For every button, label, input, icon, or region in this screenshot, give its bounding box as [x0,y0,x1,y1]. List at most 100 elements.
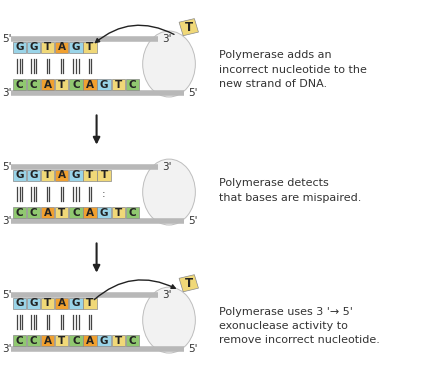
FancyBboxPatch shape [41,335,54,346]
FancyBboxPatch shape [69,79,82,90]
Text: T: T [86,298,93,308]
FancyBboxPatch shape [41,42,54,53]
FancyBboxPatch shape [41,207,54,218]
FancyBboxPatch shape [69,207,82,218]
FancyBboxPatch shape [83,298,96,309]
Text: Polymerase adds an
incorrect nucleotide to the
new strand of DNA.: Polymerase adds an incorrect nucleotide … [219,50,367,89]
Text: Polymerase uses 3 '→ 5'
exonuclease activity to
remove incorrect nucleotide.: Polymerase uses 3 '→ 5' exonuclease acti… [219,307,379,345]
Text: 3': 3' [2,88,11,98]
Text: G: G [99,336,108,346]
FancyBboxPatch shape [83,207,96,218]
Text: C: C [128,80,136,90]
Text: T: T [184,277,192,290]
Text: T: T [114,336,121,346]
FancyBboxPatch shape [41,298,54,309]
FancyBboxPatch shape [27,207,40,218]
Text: G: G [71,170,80,180]
Text: 5': 5' [2,162,11,172]
Text: A: A [44,208,52,218]
Text: C: C [30,80,38,90]
Text: T: T [44,298,51,308]
FancyBboxPatch shape [55,207,68,218]
FancyBboxPatch shape [13,79,26,90]
Text: T: T [86,42,93,52]
FancyBboxPatch shape [55,298,68,309]
FancyBboxPatch shape [125,79,138,90]
Text: C: C [128,336,136,346]
Text: 5': 5' [2,290,11,300]
Text: G: G [71,298,80,308]
FancyBboxPatch shape [55,42,68,53]
Text: A: A [58,170,66,180]
FancyBboxPatch shape [13,335,26,346]
Text: 3': 3' [2,216,11,226]
FancyBboxPatch shape [179,19,198,36]
FancyBboxPatch shape [69,298,82,309]
Text: A: A [58,298,66,308]
Text: A: A [44,336,52,346]
FancyBboxPatch shape [111,335,124,346]
FancyBboxPatch shape [83,170,96,181]
FancyBboxPatch shape [55,79,68,90]
Text: T: T [100,170,107,180]
Text: 5': 5' [188,216,198,226]
Text: 5': 5' [188,88,198,98]
FancyBboxPatch shape [27,79,40,90]
Text: C: C [72,208,80,218]
FancyBboxPatch shape [111,79,124,90]
Text: G: G [99,80,108,90]
FancyBboxPatch shape [41,170,54,181]
Text: G: G [71,42,80,52]
FancyBboxPatch shape [83,335,96,346]
Text: C: C [16,208,24,218]
FancyBboxPatch shape [27,170,40,181]
Text: Polymerase detects
that bases are mispaired.: Polymerase detects that bases are mispai… [219,178,361,203]
Text: T: T [114,80,121,90]
Text: C: C [72,336,80,346]
Text: G: G [15,42,24,52]
Text: T: T [184,21,192,34]
FancyBboxPatch shape [55,170,68,181]
FancyBboxPatch shape [69,335,82,346]
Ellipse shape [142,287,195,353]
Text: 3': 3' [162,290,171,300]
Text: T: T [86,170,93,180]
FancyBboxPatch shape [27,298,40,309]
Text: G: G [29,298,38,308]
FancyBboxPatch shape [69,170,82,181]
Text: 5': 5' [188,344,198,354]
Text: C: C [128,208,136,218]
FancyBboxPatch shape [13,42,26,53]
FancyBboxPatch shape [97,79,110,90]
Ellipse shape [142,31,195,97]
Ellipse shape [142,159,195,225]
FancyBboxPatch shape [69,42,82,53]
Text: C: C [30,336,38,346]
FancyBboxPatch shape [27,42,40,53]
FancyBboxPatch shape [97,207,110,218]
Text: C: C [72,80,80,90]
Text: 3': 3' [2,344,11,354]
FancyBboxPatch shape [13,170,26,181]
Text: :: : [102,189,106,199]
Text: T: T [58,336,65,346]
Text: G: G [15,170,24,180]
Text: A: A [86,80,94,90]
Text: C: C [30,208,38,218]
Text: T: T [58,80,65,90]
Text: T: T [44,170,51,180]
FancyBboxPatch shape [125,207,138,218]
FancyBboxPatch shape [125,335,138,346]
FancyBboxPatch shape [83,42,96,53]
Text: G: G [29,170,38,180]
Text: C: C [16,80,24,90]
FancyBboxPatch shape [13,207,26,218]
FancyBboxPatch shape [179,275,198,292]
FancyBboxPatch shape [13,298,26,309]
Text: A: A [44,80,52,90]
Text: 3': 3' [162,34,171,44]
Text: 5': 5' [2,34,11,44]
Text: C: C [16,336,24,346]
Text: A: A [86,336,94,346]
Text: T: T [114,208,121,218]
